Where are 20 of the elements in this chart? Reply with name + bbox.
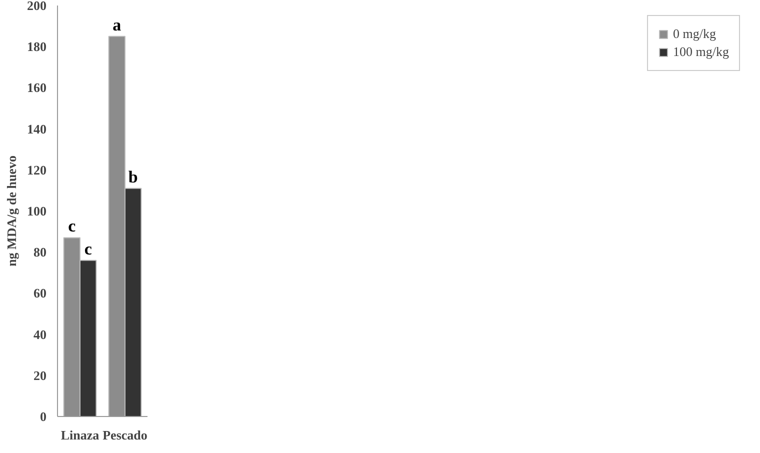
y-tick-label: 80 bbox=[34, 244, 46, 260]
y-tick-label: 100 bbox=[27, 204, 46, 218]
y-tick-label: 60 bbox=[34, 286, 46, 301]
y-tick-label: 200 bbox=[27, 0, 46, 13]
x-tick-label: Pescado bbox=[102, 428, 148, 442]
x-tick-label: Linaza bbox=[60, 428, 100, 442]
annotation: c bbox=[68, 216, 76, 236]
y-tick-label: 120 bbox=[27, 162, 46, 178]
y-tick-label: 140 bbox=[27, 121, 46, 136]
annotation: c bbox=[84, 239, 92, 258]
y-tick-label: 40 bbox=[34, 326, 46, 342]
legend-label: 0 mg/kg bbox=[673, 26, 716, 42]
y-tick-label: 160 bbox=[27, 80, 46, 96]
y-axis-title: ng MDA/g de huevo bbox=[4, 156, 19, 266]
annotation: b bbox=[128, 167, 138, 186]
annotation: a bbox=[112, 15, 122, 34]
y-tick-label: 0 bbox=[40, 409, 46, 424]
y-tick-label: 180 bbox=[27, 39, 46, 54]
legend-label: 100 mg/kg bbox=[673, 44, 729, 60]
y-tick-label: 20 bbox=[34, 368, 46, 383]
